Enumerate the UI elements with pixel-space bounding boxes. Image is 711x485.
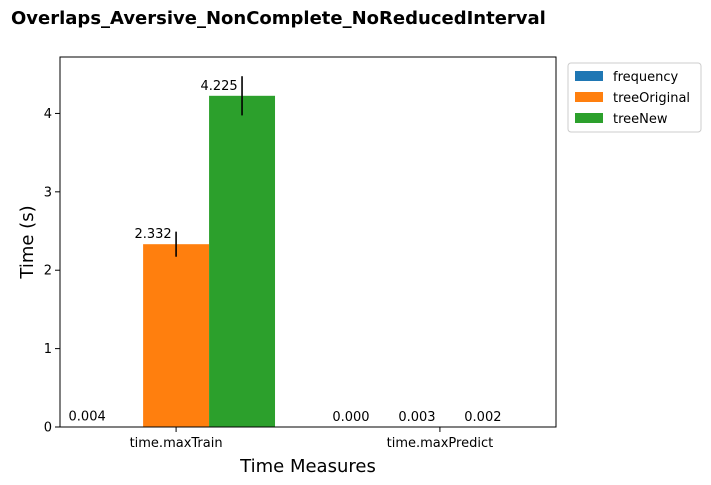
plot-area: 0 1 2 3 4 time.maxTrain time.maxPredict 0.004 0.… — [44, 76, 539, 451]
legend-swatch — [575, 113, 603, 123]
data-label: 2.332 — [134, 227, 171, 242]
data-label: 0.004 — [69, 410, 106, 425]
x-tick-label: time.maxTrain — [130, 436, 223, 451]
y-tick-label: 0 — [44, 421, 52, 436]
y-axis-label: Time (s) — [17, 205, 38, 279]
legend-swatch — [575, 71, 603, 81]
data-label: 4.225 — [200, 79, 237, 94]
legend-label: treeNew — [613, 112, 668, 127]
y-tick-label: 1 — [44, 342, 52, 357]
data-label: 0.003 — [398, 410, 435, 425]
legend-label: frequency — [613, 70, 679, 85]
legend-label: treeOriginal — [613, 91, 690, 106]
legend: frequency treeOriginal treeNew — [567, 62, 702, 133]
x-axis-label: Time Measures — [239, 456, 376, 477]
y-tick-label: 2 — [44, 264, 52, 279]
data-label: 0.002 — [464, 410, 501, 425]
y-tick-label: 4 — [44, 107, 52, 122]
axes-frame — [59, 56, 557, 428]
bar — [209, 95, 276, 427]
bar — [143, 244, 210, 427]
legend-swatch — [575, 92, 603, 102]
x-tick-label: time.maxPredict — [387, 436, 494, 451]
chart-title: Overlaps_Aversive_NonComplete_NoReducedI… — [11, 8, 546, 29]
y-tick-label: 3 — [44, 185, 52, 200]
data-label: 0.000 — [332, 410, 369, 425]
